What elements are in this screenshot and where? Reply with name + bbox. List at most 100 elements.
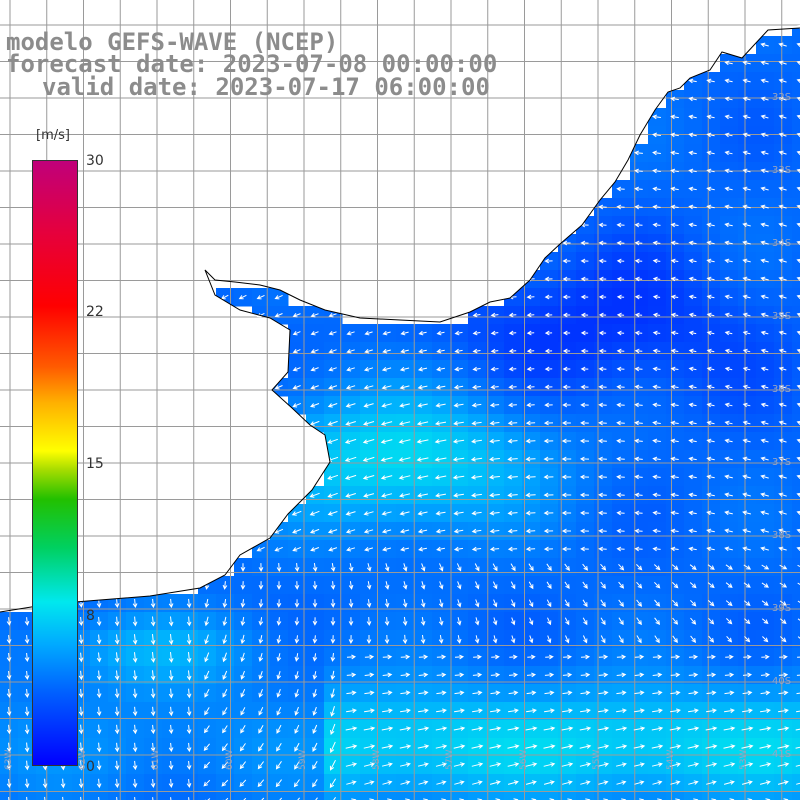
wind-arrow bbox=[616, 708, 627, 714]
wind-arrow bbox=[579, 438, 590, 444]
field-cell bbox=[792, 378, 800, 397]
wind-arrow bbox=[598, 780, 609, 785]
wind-arrow bbox=[543, 492, 554, 498]
field-cell bbox=[468, 792, 487, 800]
wind-arrow bbox=[670, 276, 679, 282]
wind-arrow bbox=[330, 706, 335, 717]
wind-arrow bbox=[418, 348, 427, 354]
wind-arrow bbox=[6, 742, 12, 753]
wind-arrow bbox=[797, 564, 800, 568]
wind-arrow bbox=[742, 546, 751, 552]
wind-arrow bbox=[796, 294, 800, 300]
wind-arrow bbox=[760, 708, 771, 714]
wind-arrow bbox=[706, 672, 717, 678]
wind-arrow bbox=[598, 330, 607, 336]
wind-arrow bbox=[150, 616, 156, 627]
wind-arrow bbox=[706, 456, 715, 462]
wind-arrow bbox=[24, 760, 30, 771]
wind-arrow bbox=[381, 493, 393, 498]
wind-arrow bbox=[582, 599, 588, 608]
wind-arrow bbox=[276, 724, 282, 734]
wind-arrow bbox=[579, 726, 592, 731]
wind-arrow bbox=[221, 743, 228, 752]
wind-arrow bbox=[381, 403, 392, 408]
wind-arrow bbox=[150, 652, 156, 663]
wind-arrow bbox=[489, 726, 502, 731]
wind-arrow bbox=[561, 528, 571, 534]
wind-arrow bbox=[723, 744, 736, 749]
wind-arrow bbox=[312, 779, 318, 788]
wind-arrow bbox=[616, 492, 625, 498]
field-cell bbox=[414, 792, 433, 800]
wind-arrow bbox=[760, 492, 769, 498]
field-cell bbox=[792, 270, 800, 289]
wind-arrow bbox=[6, 635, 12, 644]
wind-arrow bbox=[204, 616, 209, 627]
wind-arrow bbox=[796, 402, 800, 408]
wind-arrow bbox=[418, 780, 429, 785]
wind-arrow bbox=[706, 150, 715, 156]
wind-arrow bbox=[796, 60, 800, 66]
wind-arrow bbox=[402, 563, 408, 572]
wind-arrow bbox=[796, 782, 800, 785]
wind-arrow bbox=[363, 744, 376, 749]
wind-arrow bbox=[240, 616, 246, 627]
wind-arrow bbox=[527, 654, 536, 660]
wind-arrow bbox=[688, 384, 697, 390]
lat-label-37s: 37S bbox=[772, 457, 792, 468]
wind-arrow bbox=[724, 672, 735, 678]
colorbar-tick-22: 22 bbox=[86, 304, 104, 320]
wind-arrow bbox=[778, 672, 789, 678]
lon-label-63w: 63W bbox=[4, 749, 14, 770]
wind-arrow bbox=[796, 150, 800, 156]
wind-arrow bbox=[797, 618, 800, 624]
field-cell bbox=[792, 306, 800, 325]
wind-arrow bbox=[528, 581, 534, 590]
wind-arrow bbox=[327, 492, 338, 498]
wind-arrow bbox=[760, 456, 769, 462]
wind-arrow bbox=[707, 582, 715, 589]
wind-arrow bbox=[436, 672, 447, 678]
wind-arrow bbox=[490, 312, 499, 318]
wind-arrow bbox=[400, 780, 411, 785]
lat-label-41s: 41S bbox=[772, 749, 792, 760]
wind-arrow bbox=[742, 114, 751, 120]
wind-arrow bbox=[564, 563, 570, 571]
wind-arrow bbox=[598, 240, 607, 246]
field-cell bbox=[702, 792, 721, 800]
wind-arrow bbox=[132, 742, 138, 753]
wind-arrow bbox=[420, 599, 426, 608]
wind-arrow bbox=[724, 456, 733, 462]
wind-arrow bbox=[453, 492, 464, 498]
wind-arrow bbox=[471, 510, 482, 516]
wind-arrow bbox=[114, 652, 120, 663]
wind-arrow bbox=[580, 330, 589, 336]
wind-arrow bbox=[670, 150, 679, 156]
wind-arrow bbox=[362, 439, 375, 444]
wind-arrow bbox=[778, 510, 787, 516]
wind-arrow bbox=[544, 690, 555, 696]
wind-arrow bbox=[434, 475, 447, 480]
wind-arrow bbox=[760, 258, 769, 264]
wind-arrow bbox=[312, 706, 317, 716]
wind-arrow bbox=[364, 690, 375, 696]
wind-arrow bbox=[380, 439, 393, 444]
wind-arrow bbox=[132, 634, 138, 645]
field-cell bbox=[792, 360, 800, 379]
wind-arrow bbox=[544, 402, 553, 408]
wind-arrow bbox=[724, 240, 733, 246]
wind-arrow bbox=[652, 348, 661, 354]
field-cell bbox=[288, 792, 307, 800]
wind-arrow bbox=[526, 672, 537, 678]
wind-arrow bbox=[150, 598, 156, 609]
wind-arrow bbox=[380, 457, 393, 462]
field-cell bbox=[792, 522, 800, 541]
wind-arrow bbox=[706, 258, 715, 264]
wind-arrow bbox=[546, 635, 552, 644]
wind-arrow bbox=[132, 724, 138, 735]
wind-arrow bbox=[384, 581, 390, 590]
wind-arrow bbox=[796, 474, 800, 480]
wind-arrow bbox=[598, 690, 609, 696]
wind-arrow bbox=[398, 439, 411, 444]
wind-arrow bbox=[724, 258, 733, 264]
